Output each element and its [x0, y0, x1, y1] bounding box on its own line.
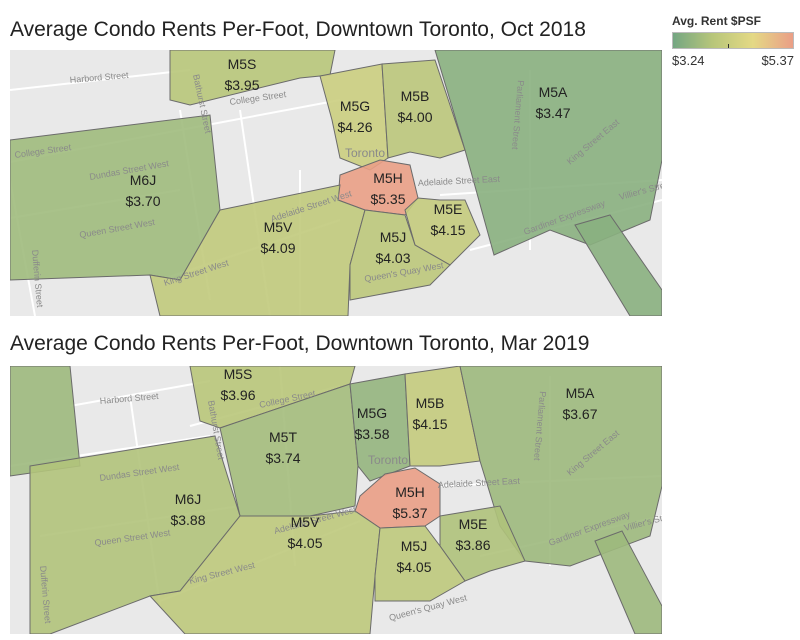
- zone-code-m5e: M5E: [434, 201, 463, 217]
- road-adelaide-street-east: Adelaide Street East: [438, 476, 521, 490]
- map-panel-oct-2018[interactable]: Harbord Street College Street College St…: [10, 50, 662, 316]
- zone-code-m5j: M5J: [380, 229, 406, 245]
- road-harbord-street: Harbord Street: [99, 391, 159, 406]
- zone-rent-m5v: $4.09: [260, 240, 295, 256]
- zone-rent-m6j: $3.88: [170, 512, 205, 528]
- zone-code-m5b: M5B: [416, 395, 445, 411]
- legend-gradient-bar: [672, 32, 794, 49]
- zone-m5v[interactable]: [149, 510, 381, 634]
- legend-tick: [728, 44, 729, 48]
- zone-rent-m5v: $4.05: [287, 535, 322, 551]
- zone-rent-m5h: $5.35: [370, 191, 405, 207]
- zone-code-m5t: M5T: [269, 429, 297, 445]
- zone-m5j[interactable]: [349, 209, 451, 301]
- zone-m5v[interactable]: [149, 184, 366, 316]
- zone-rent-m5g: $3.58: [354, 426, 389, 442]
- zone-waterfront-east[interactable]: [594, 530, 662, 634]
- zone-code-m5a: M5A: [566, 385, 595, 401]
- zone-m5a[interactable]: [459, 366, 662, 567]
- zone-code-m5v: M5V: [264, 219, 293, 235]
- zone-m6j[interactable]: [10, 114, 221, 281]
- zone-labels: M5S $3.96 M5G $3.58 M5B $4.15 M5A $3.67 …: [170, 366, 597, 575]
- zone-waterfront-east[interactable]: [574, 214, 662, 316]
- zone-code-m5h: M5H: [373, 170, 403, 186]
- city-label-toronto: Toronto: [368, 453, 408, 467]
- legend-min-label: $3.24: [672, 53, 705, 68]
- zone-code-m5e: M5E: [459, 516, 488, 532]
- map-title-oct-2018: Average Condo Rents Per-Foot, Downtown T…: [10, 18, 586, 41]
- zone-m5b[interactable]: [404, 366, 481, 467]
- zone-code-m5s: M5S: [224, 366, 253, 382]
- zone-m5j[interactable]: [374, 525, 466, 602]
- choropleth-map-oct-2018[interactable]: Harbord Street College Street College St…: [10, 50, 662, 316]
- legend-max-label: $5.37: [761, 53, 794, 68]
- zone-rent-m5b: $4.15: [412, 416, 447, 432]
- zone-code-m5a: M5A: [539, 84, 568, 100]
- zone-rent-m5e: $4.15: [430, 222, 465, 238]
- road-harbord-street: Harbord Street: [69, 70, 129, 85]
- zone-labels: M5S $3.95 M5G $4.26 M5B $4.00 M5A $3.47 …: [125, 56, 570, 266]
- zone-code-m5h: M5H: [395, 484, 425, 500]
- zone-code-m6j: M6J: [130, 172, 156, 188]
- zone-m5s[interactable]: [169, 50, 336, 106]
- zone-code-m5b: M5B: [401, 88, 430, 104]
- zone-code-m6j: M6J: [175, 491, 201, 507]
- road-adelaide-street-east: Adelaide Street East: [418, 174, 501, 188]
- zone-m5b[interactable]: [381, 59, 466, 159]
- zone-rent-m5g: $4.26: [337, 119, 372, 135]
- color-legend: Avg. Rent $PSF $3.24 $5.37: [672, 14, 794, 68]
- zone-code-m5v: M5V: [291, 514, 320, 530]
- zone-code-m5g: M5G: [340, 98, 370, 114]
- road-labels: Harbord Street College Street Bathurst S…: [38, 388, 662, 624]
- zone-rent-m5s: $3.96: [220, 387, 255, 403]
- map-title-mar-2019: Average Condo Rents Per-Foot, Downtown T…: [10, 332, 590, 355]
- zone-rent-m5t: $3.74: [265, 450, 300, 466]
- zone-rent-m5e: $3.86: [455, 537, 490, 553]
- zone-rent-m5h: $5.37: [392, 505, 427, 521]
- zone-code-m5s: M5S: [228, 56, 257, 72]
- zone-rent-m5j: $4.05: [396, 559, 431, 575]
- zone-code-m5j: M5J: [401, 538, 427, 554]
- city-label-toronto: Toronto: [345, 146, 385, 160]
- zone-rent-m5b: $4.00: [397, 109, 432, 125]
- zone-rent-m5j: $4.03: [375, 250, 410, 266]
- zone-rent-m5a: $3.47: [535, 105, 570, 121]
- zone-code-m5g: M5G: [357, 405, 387, 421]
- choropleth-map-mar-2019[interactable]: Harbord Street College Street Bathurst S…: [10, 366, 662, 634]
- zone-rent-m5s: $3.95: [224, 77, 259, 93]
- zone-rent-m5a: $3.67: [562, 406, 597, 422]
- map-panel-mar-2019[interactable]: Harbord Street College Street Bathurst S…: [10, 366, 662, 634]
- zone-rent-m6j: $3.70: [125, 193, 160, 209]
- legend-title: Avg. Rent $PSF: [672, 14, 761, 28]
